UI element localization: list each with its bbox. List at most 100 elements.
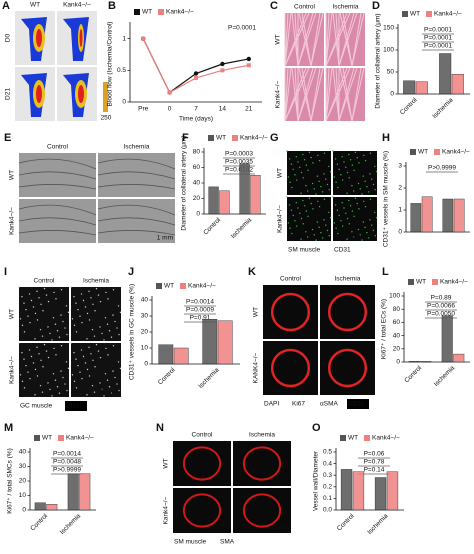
speckle — [103, 395, 105, 397]
legend-swatch — [410, 149, 416, 155]
row-label: WT — [275, 34, 282, 44]
speckle — [47, 356, 50, 359]
row-label: D0 — [5, 33, 12, 42]
speckle — [303, 205, 306, 207]
speckle — [361, 239, 363, 241]
speckle — [25, 364, 27, 367]
vessel — [18, 184, 97, 190]
speckle — [34, 312, 37, 315]
speckle — [101, 388, 103, 391]
image-label: SM muscle — [288, 247, 321, 254]
speckle — [374, 165, 376, 168]
speckle — [32, 362, 35, 364]
speckle — [60, 314, 62, 316]
speckle — [84, 362, 87, 364]
speckle — [351, 231, 353, 233]
speckle — [65, 305, 68, 307]
speckle — [345, 166, 347, 168]
colorbar — [103, 82, 108, 112]
speckle — [315, 239, 317, 241]
row-label: Kank4−/− — [9, 356, 16, 384]
image-label: GC muscle — [20, 403, 53, 410]
p-value: P=0.0001 — [424, 43, 452, 50]
speckle — [80, 293, 83, 295]
speckle — [323, 219, 325, 221]
speckle — [374, 211, 376, 214]
bar — [421, 196, 433, 233]
row-label: KANK4−/− — [253, 352, 260, 383]
texture — [325, 67, 351, 122]
speckle — [361, 193, 363, 195]
speckle — [64, 327, 66, 329]
speckle — [310, 156, 312, 159]
speckle — [318, 180, 320, 183]
speckle — [88, 290, 90, 293]
speckle — [311, 182, 314, 185]
speckle — [75, 358, 77, 360]
marker — [141, 36, 146, 41]
speckle — [104, 373, 107, 375]
speckle — [302, 199, 304, 202]
speckle — [23, 358, 25, 360]
marker — [220, 68, 225, 73]
speckle — [315, 193, 317, 195]
image-cell — [71, 287, 121, 341]
speckle — [117, 305, 120, 307]
bar — [420, 361, 432, 363]
speckle — [66, 389, 68, 392]
speckle — [53, 347, 55, 350]
marker — [194, 75, 198, 80]
speckle — [308, 151, 311, 154]
speckle — [77, 364, 79, 367]
speckle — [66, 333, 68, 336]
speckle — [38, 353, 40, 355]
speckle — [369, 219, 371, 221]
y-axis-label: Vessel wall/Diameter — [313, 450, 320, 511]
speckle — [92, 303, 94, 305]
speckle — [326, 183, 329, 186]
speckle — [345, 212, 347, 214]
image-cell — [333, 151, 377, 195]
speckle — [101, 332, 103, 335]
x-tick-label: 21 — [245, 106, 253, 113]
speckle — [91, 384, 94, 387]
speckle — [41, 391, 44, 393]
speckle — [60, 370, 62, 372]
speckle — [291, 232, 293, 235]
texture — [325, 12, 351, 67]
y-tick-label: 60 — [393, 319, 401, 326]
p-value: P=0.89 — [431, 295, 452, 302]
speckle — [82, 299, 85, 302]
texture — [284, 12, 292, 67]
speckle — [353, 169, 355, 172]
p-value: P=0.0009 — [186, 307, 214, 314]
legend-swatch — [426, 11, 432, 17]
y-tick-label: 0.4 — [323, 460, 332, 467]
speckle — [104, 317, 107, 319]
y-axis-label: Blood flow (Ischemia/Control) — [107, 22, 114, 107]
legend-swatch — [208, 135, 214, 141]
series-line — [142, 38, 249, 94]
p-value: P>0.9999 — [428, 165, 456, 172]
speckle — [79, 371, 81, 373]
image-cell — [233, 488, 291, 533]
image-label: CD31 — [348, 401, 365, 408]
speckle — [307, 169, 309, 172]
speckle — [346, 192, 348, 194]
image-label: SMA — [220, 539, 235, 546]
panel-letter: I — [4, 266, 7, 278]
texture — [297, 67, 317, 122]
speckle — [303, 159, 306, 161]
x-tick-label: Control — [336, 512, 356, 532]
speckle — [108, 386, 111, 388]
y-tick-label: 0 — [22, 507, 26, 514]
speckle — [86, 394, 88, 396]
row-label: D21 — [5, 88, 12, 100]
speckle — [52, 317, 55, 319]
speckle — [334, 158, 337, 160]
speckle — [289, 181, 291, 183]
speckle — [333, 222, 336, 224]
bar — [415, 81, 428, 95]
bar — [386, 471, 399, 511]
y-tick-label: 3 — [398, 163, 402, 170]
